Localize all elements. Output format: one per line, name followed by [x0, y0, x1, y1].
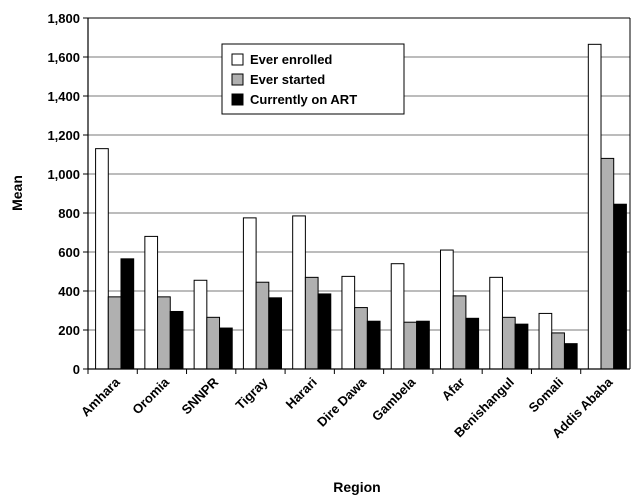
- y-tick-label: 600: [58, 245, 80, 260]
- x-tick-label: Amhara: [78, 374, 123, 419]
- bar-currently-on-art-dire-dawa: [366, 320, 381, 370]
- legend-label: Ever enrolled: [250, 52, 332, 67]
- bar-ever-started-snnpr: [206, 316, 221, 370]
- legend-swatch: [231, 73, 244, 86]
- y-tick-labels: 0 200 400 600 800 1,000 1,200 1,400 1,600 1,800: [47, 11, 80, 377]
- bar-ever-enrolled-harari: [292, 215, 306, 370]
- bar-currently-on-art-benishangul: [514, 323, 529, 370]
- legend-label: Ever started: [250, 72, 325, 87]
- x-tick-label: Oromia: [129, 374, 172, 417]
- bar-ever-started-gambela: [403, 321, 418, 370]
- bar-ever-started-benishangul: [501, 316, 516, 370]
- bar-ever-enrolled-dire-dawa: [341, 275, 356, 370]
- bar-ever-enrolled-afar: [439, 249, 454, 370]
- bar-ever-started-dire-dawa: [354, 307, 368, 370]
- x-tick-label: Dire Dawa: [314, 374, 370, 430]
- y-tick-label: 200: [58, 323, 80, 338]
- bar-currently-on-art-amhara: [120, 258, 135, 370]
- x-tick-label: Somali: [525, 375, 566, 416]
- bar-ever-started-tigray: [255, 281, 270, 370]
- bar-currently-on-art-oromia: [169, 310, 184, 370]
- bar-currently-on-art-addis-ababa: [613, 203, 627, 370]
- x-tick-label: Tigray: [233, 374, 272, 413]
- x-tick-label: Gambela: [369, 374, 419, 424]
- bar-ever-enrolled-gambela: [390, 263, 405, 370]
- bar-ever-started-harari: [304, 276, 319, 370]
- bar-ever-started-amhara: [107, 296, 122, 370]
- bar-ever-enrolled-oromia: [144, 235, 159, 370]
- y-tick-label: 1,000: [47, 167, 80, 182]
- x-axis-title: Region: [333, 479, 380, 495]
- x-tick-label: Afar: [439, 375, 468, 404]
- bar-ever-enrolled-snnpr: [193, 279, 208, 370]
- bar-currently-on-art-harari: [317, 293, 332, 370]
- bar-currently-on-art-tigray: [268, 297, 283, 370]
- bar-ever-enrolled-somali: [538, 312, 553, 370]
- y-tick-label: 0: [73, 362, 80, 377]
- y-tick-label: 1,800: [47, 11, 80, 26]
- bar-ever-started-oromia: [157, 296, 171, 370]
- x-tick-label: SNNPR: [179, 374, 222, 417]
- y-tick-label: 1,200: [47, 128, 80, 143]
- bar-ever-enrolled-tigray: [242, 217, 257, 370]
- bar-currently-on-art-somali: [563, 343, 578, 370]
- bar-ever-enrolled-amhara: [95, 148, 109, 370]
- y-tick-label: 800: [58, 206, 80, 221]
- bar-ever-enrolled-benishangul: [489, 276, 503, 370]
- y-tick-label: 1,600: [47, 50, 80, 65]
- bar-currently-on-art-snnpr: [219, 327, 233, 370]
- bar-currently-on-art-afar: [465, 317, 480, 370]
- bars: [95, 43, 627, 370]
- bar-ever-started-somali: [551, 332, 565, 370]
- y-axis-title: Mean: [9, 175, 25, 211]
- axes: [87, 17, 631, 374]
- bar-ever-started-afar: [452, 295, 467, 370]
- bar-ever-started-addis-ababa: [600, 157, 615, 370]
- bar-currently-on-art-gambela: [416, 320, 430, 370]
- legend: Ever enrolled Ever started Currently on AR…: [221, 43, 405, 115]
- y-tick-label: 400: [58, 284, 80, 299]
- legend-swatch: [231, 93, 244, 106]
- legend-swatch: [231, 53, 244, 66]
- legend-label: Currently on ART: [250, 92, 357, 107]
- legend-box: [221, 43, 405, 115]
- x-tick-label: Harari: [283, 375, 320, 412]
- bar-ever-enrolled-addis-ababa: [587, 43, 602, 370]
- y-tick-label: 1,400: [47, 89, 80, 104]
